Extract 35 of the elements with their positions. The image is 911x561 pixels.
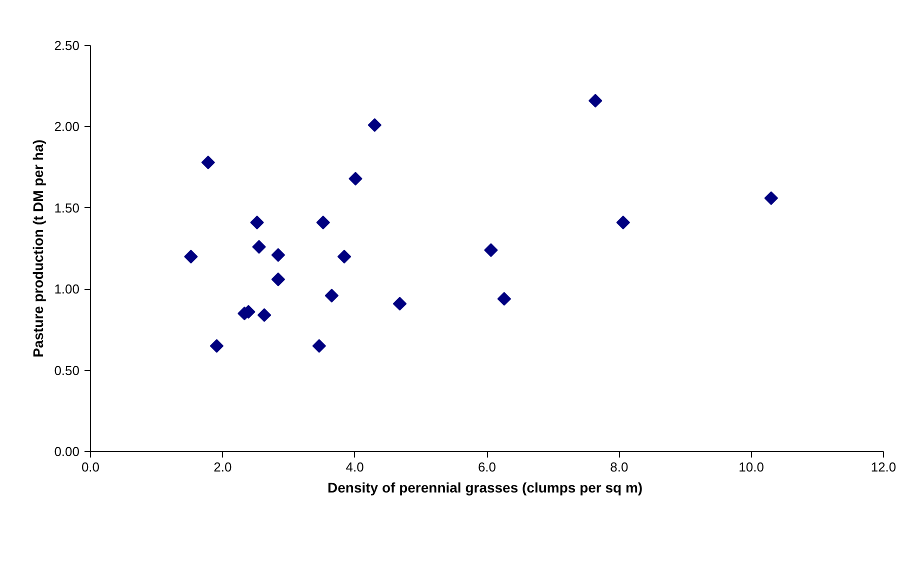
point — [184, 250, 198, 264]
x-axis-title: Density of perennial grasses (clumps per sq m) — [328, 480, 643, 496]
y-tick-label: 2.50 — [54, 38, 80, 53]
point — [588, 94, 602, 108]
point — [257, 308, 272, 322]
point — [312, 339, 326, 353]
point — [337, 250, 352, 264]
y-tick-label: 0.50 — [54, 362, 80, 378]
point — [250, 216, 264, 230]
y-tick-label: 0.00 — [54, 444, 80, 459]
point — [392, 296, 407, 311]
x-tick-label: 2.0 — [214, 460, 232, 474]
point — [616, 216, 630, 230]
y-tick-label: 1.00 — [54, 282, 80, 297]
point — [348, 172, 362, 186]
y-tick-label: 2.00 — [54, 119, 80, 134]
x-tick-label: 12.0 — [870, 460, 896, 474]
y-axis-title: Pasture production (t DM per ha) — [30, 140, 46, 358]
point — [201, 156, 215, 170]
point — [497, 292, 512, 306]
x-tick-label: 4.0 — [346, 460, 364, 474]
point — [484, 243, 498, 257]
y-tick-label: 1.50 — [54, 200, 80, 216]
point — [210, 339, 224, 353]
x-tick-label: 10.0 — [738, 460, 764, 474]
point — [368, 118, 382, 132]
x-tick-label: 6.0 — [478, 460, 496, 474]
point — [316, 216, 330, 230]
point — [271, 272, 286, 286]
x-tick-label: 8.0 — [610, 460, 628, 474]
point — [252, 240, 266, 254]
point — [764, 191, 778, 206]
point — [324, 288, 339, 302]
point — [271, 248, 286, 262]
x-tick-label: 0.0 — [81, 460, 100, 474]
